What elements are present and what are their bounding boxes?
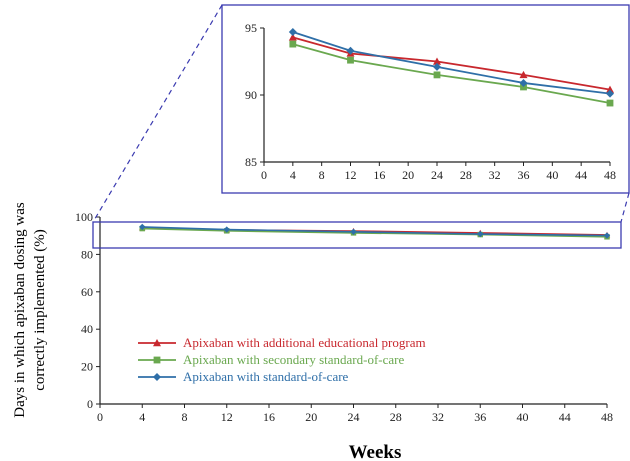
legend-entry-label: Apixaban with standard-of-care <box>183 369 349 384</box>
y-axis-label-line-1: Days in which apixaban dosing was <box>12 202 28 418</box>
inset-y-tick-label: 85 <box>245 155 257 169</box>
inset-data-point <box>606 99 614 107</box>
inset-data-point <box>346 46 355 55</box>
inset-x-tick-label: 44 <box>575 168 587 182</box>
legend-marker <box>153 339 161 347</box>
main-data-point <box>350 228 357 235</box>
main-x-tick-label: 24 <box>348 410 360 424</box>
inset-x-tick-label: 8 <box>319 168 325 182</box>
zoom-indicators <box>92 4 630 249</box>
main-x-tick-label: 16 <box>263 410 275 424</box>
inset-data-point <box>519 78 528 87</box>
main-y-tick-label: 100 <box>75 210 93 224</box>
x-axis-label: Weeks <box>349 442 402 461</box>
inset-series-line-2 <box>292 43 611 104</box>
inset-x-tick-label: 0 <box>261 168 267 182</box>
main-y-tick-label: 20 <box>81 360 93 374</box>
legend: Apixaban with additional educational pro… <box>138 335 426 384</box>
zoom-connector-left <box>92 4 223 223</box>
legend-marker <box>153 356 161 364</box>
zoom-region-box <box>92 221 622 249</box>
legend-entry-label: Apixaban with secondary standard-of-care <box>183 352 404 367</box>
main-y-tick-label: 80 <box>81 247 93 261</box>
main-x-tick-label: 4 <box>139 410 145 424</box>
inset-x-tick-label: 24 <box>431 168 443 182</box>
legend-marker <box>153 373 161 381</box>
inset-x-tick-label: 20 <box>402 168 414 182</box>
y-axis-label-line-2: correctly implemented (%) <box>32 229 48 391</box>
main-x-tick-label: 48 <box>601 410 613 424</box>
main-y-tick-label: 60 <box>81 285 93 299</box>
zoom-connector-right <box>620 192 630 223</box>
inset-x-tick-label: 16 <box>373 168 385 182</box>
main-x-tick-label: 20 <box>305 410 317 424</box>
main-x-tick-label: 28 <box>390 410 402 424</box>
inset-x-tick-label: 12 <box>345 168 357 182</box>
main-x-tick-label: 44 <box>559 410 571 424</box>
main-data-point <box>223 226 230 233</box>
legend-entry-label: Apixaban with additional educational pro… <box>183 335 426 350</box>
inset-data-point <box>288 33 297 41</box>
inset-y-tick-label: 95 <box>245 21 257 35</box>
inset-data-point <box>433 57 441 65</box>
main-data-point <box>477 230 484 238</box>
inset-data-point <box>288 28 297 37</box>
main-data-point <box>603 232 611 239</box>
inset-frame <box>221 4 630 194</box>
main-x-tick-label: 36 <box>474 410 486 424</box>
inset-data-point <box>519 70 528 79</box>
inset-series-line-1 <box>292 36 611 91</box>
inset-data-point <box>289 40 297 48</box>
inset-data-point <box>347 56 354 64</box>
inset-data-point <box>606 85 614 93</box>
inset-data-point <box>433 71 441 79</box>
main-x-tick-label: 12 <box>221 410 233 424</box>
main-x-tick-label: 32 <box>432 410 444 424</box>
main-x-tick-label: 40 <box>517 410 529 424</box>
inset-x-tick-label: 48 <box>604 168 616 182</box>
main-x-tick-label: 8 <box>182 410 188 424</box>
inset-data-point <box>520 83 527 91</box>
inset-data-point <box>433 62 441 71</box>
main-y-tick-label: 40 <box>81 322 93 336</box>
main-data-point <box>139 223 146 231</box>
inset-data-point <box>606 89 614 98</box>
inset-x-tick-label: 36 <box>518 168 530 182</box>
inset-y-tick-label: 90 <box>245 88 257 102</box>
main-y-tick-label: 0 <box>87 397 93 411</box>
inset-x-tick-label: 4 <box>290 168 296 182</box>
inset-x-tick-label: 28 <box>460 168 472 182</box>
inset-x-tick-label: 32 <box>489 168 501 182</box>
inset-x-tick-label: 40 <box>546 168 558 182</box>
main-x-tick-label: 0 <box>97 410 103 424</box>
